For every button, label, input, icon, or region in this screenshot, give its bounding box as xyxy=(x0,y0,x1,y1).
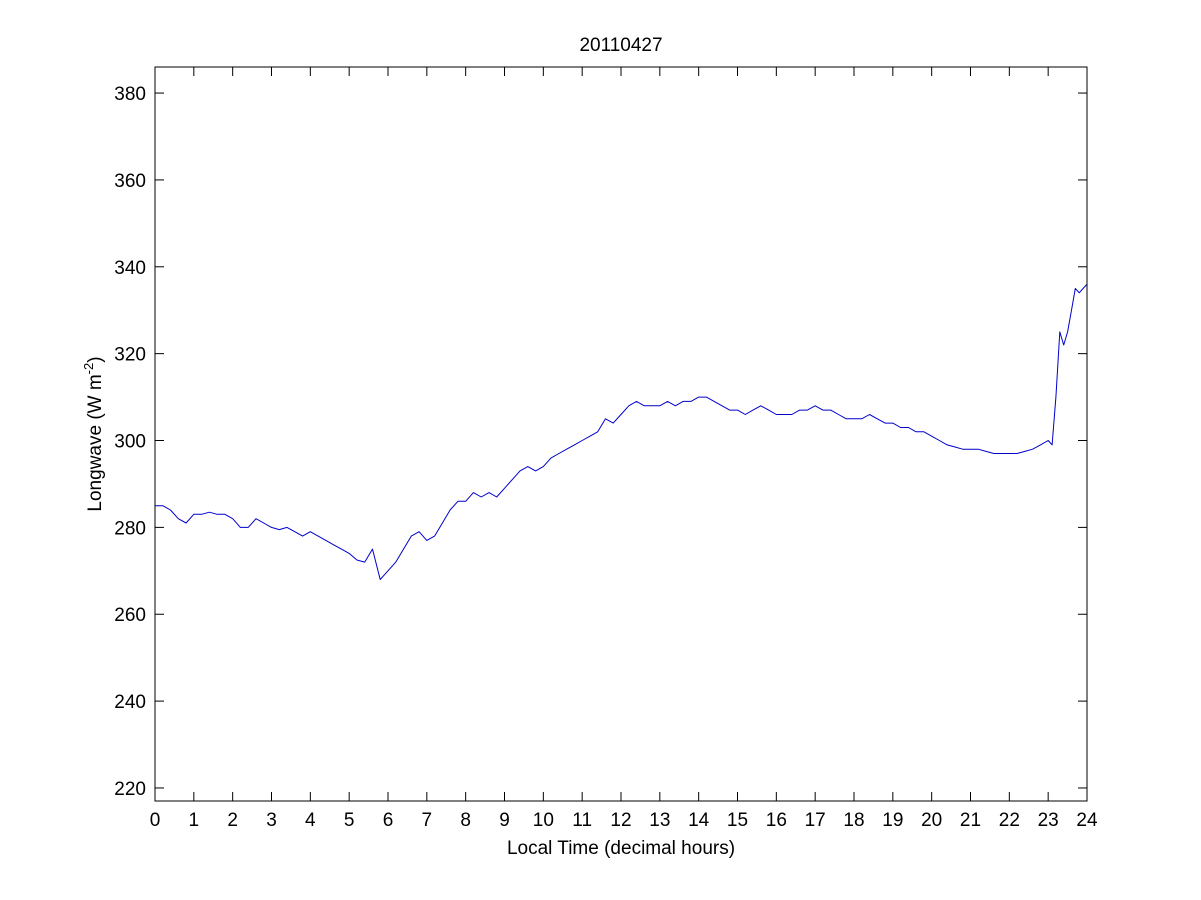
tick-labels: 0 1 2 3 4 5 6 7 8 9 10 11 12 13 14 15 16 17 18 19 20 21 22 23 24… xyxy=(114,84,1098,831)
x-tick-label: 9 xyxy=(499,810,510,831)
x-tick-label: 22 xyxy=(999,810,1020,831)
x-tick-label: 8 xyxy=(460,810,471,831)
y-tick-label: 220 xyxy=(114,779,146,800)
x-tick-label: 18 xyxy=(843,810,864,831)
y-tick-label: 340 xyxy=(114,258,146,279)
x-tick-label: 12 xyxy=(610,810,631,831)
x-tick-label: 19 xyxy=(882,810,903,831)
x-tick-label: 24 xyxy=(1076,810,1098,831)
x-tick-label: 7 xyxy=(422,810,433,831)
x-tick-label: 1 xyxy=(189,810,200,831)
y-axis-title: Longwave (W m-2) xyxy=(81,356,106,511)
x-axis-title: Local Time (decimal hours) xyxy=(507,838,735,859)
y-tick-label: 240 xyxy=(114,692,146,713)
y-axis-title-close: ) xyxy=(85,356,106,362)
axis-ticks xyxy=(154,67,1088,801)
chart-title: 20110427 xyxy=(579,35,662,56)
y-tick-label: 300 xyxy=(114,432,146,453)
x-tick-label: 6 xyxy=(383,810,394,831)
x-tick-label: 0 xyxy=(150,810,161,831)
x-tick-label: 14 xyxy=(688,810,710,831)
y-tick-label: 260 xyxy=(114,605,146,626)
longwave-series-line xyxy=(155,283,1088,580)
x-tick-label: 3 xyxy=(266,810,277,831)
x-tick-label: 5 xyxy=(344,810,355,831)
x-tick-label: 16 xyxy=(766,810,787,831)
y-tick-label: 360 xyxy=(114,171,146,192)
plot-area xyxy=(155,283,1088,580)
x-tick-label: 17 xyxy=(805,810,826,831)
x-tick-label: 15 xyxy=(727,810,748,831)
y-axis-title-main: Longwave (W m xyxy=(85,374,106,511)
x-tick-label: 20 xyxy=(921,810,942,831)
x-tick-label: 2 xyxy=(227,810,238,831)
x-tick-label: 11 xyxy=(572,810,592,831)
y-tick-label: 320 xyxy=(114,345,146,366)
y-tick-label: 280 xyxy=(114,518,146,539)
y-tick-label: 380 xyxy=(114,84,146,105)
x-tick-label: 4 xyxy=(305,810,316,831)
axes-box xyxy=(154,66,1088,802)
x-tick-label: 21 xyxy=(960,810,981,831)
x-tick-label: 23 xyxy=(1038,810,1059,831)
x-tick-label: 10 xyxy=(533,810,554,831)
x-tick-label: 13 xyxy=(649,810,670,831)
y-axis-title-superscript: -2 xyxy=(81,363,96,375)
